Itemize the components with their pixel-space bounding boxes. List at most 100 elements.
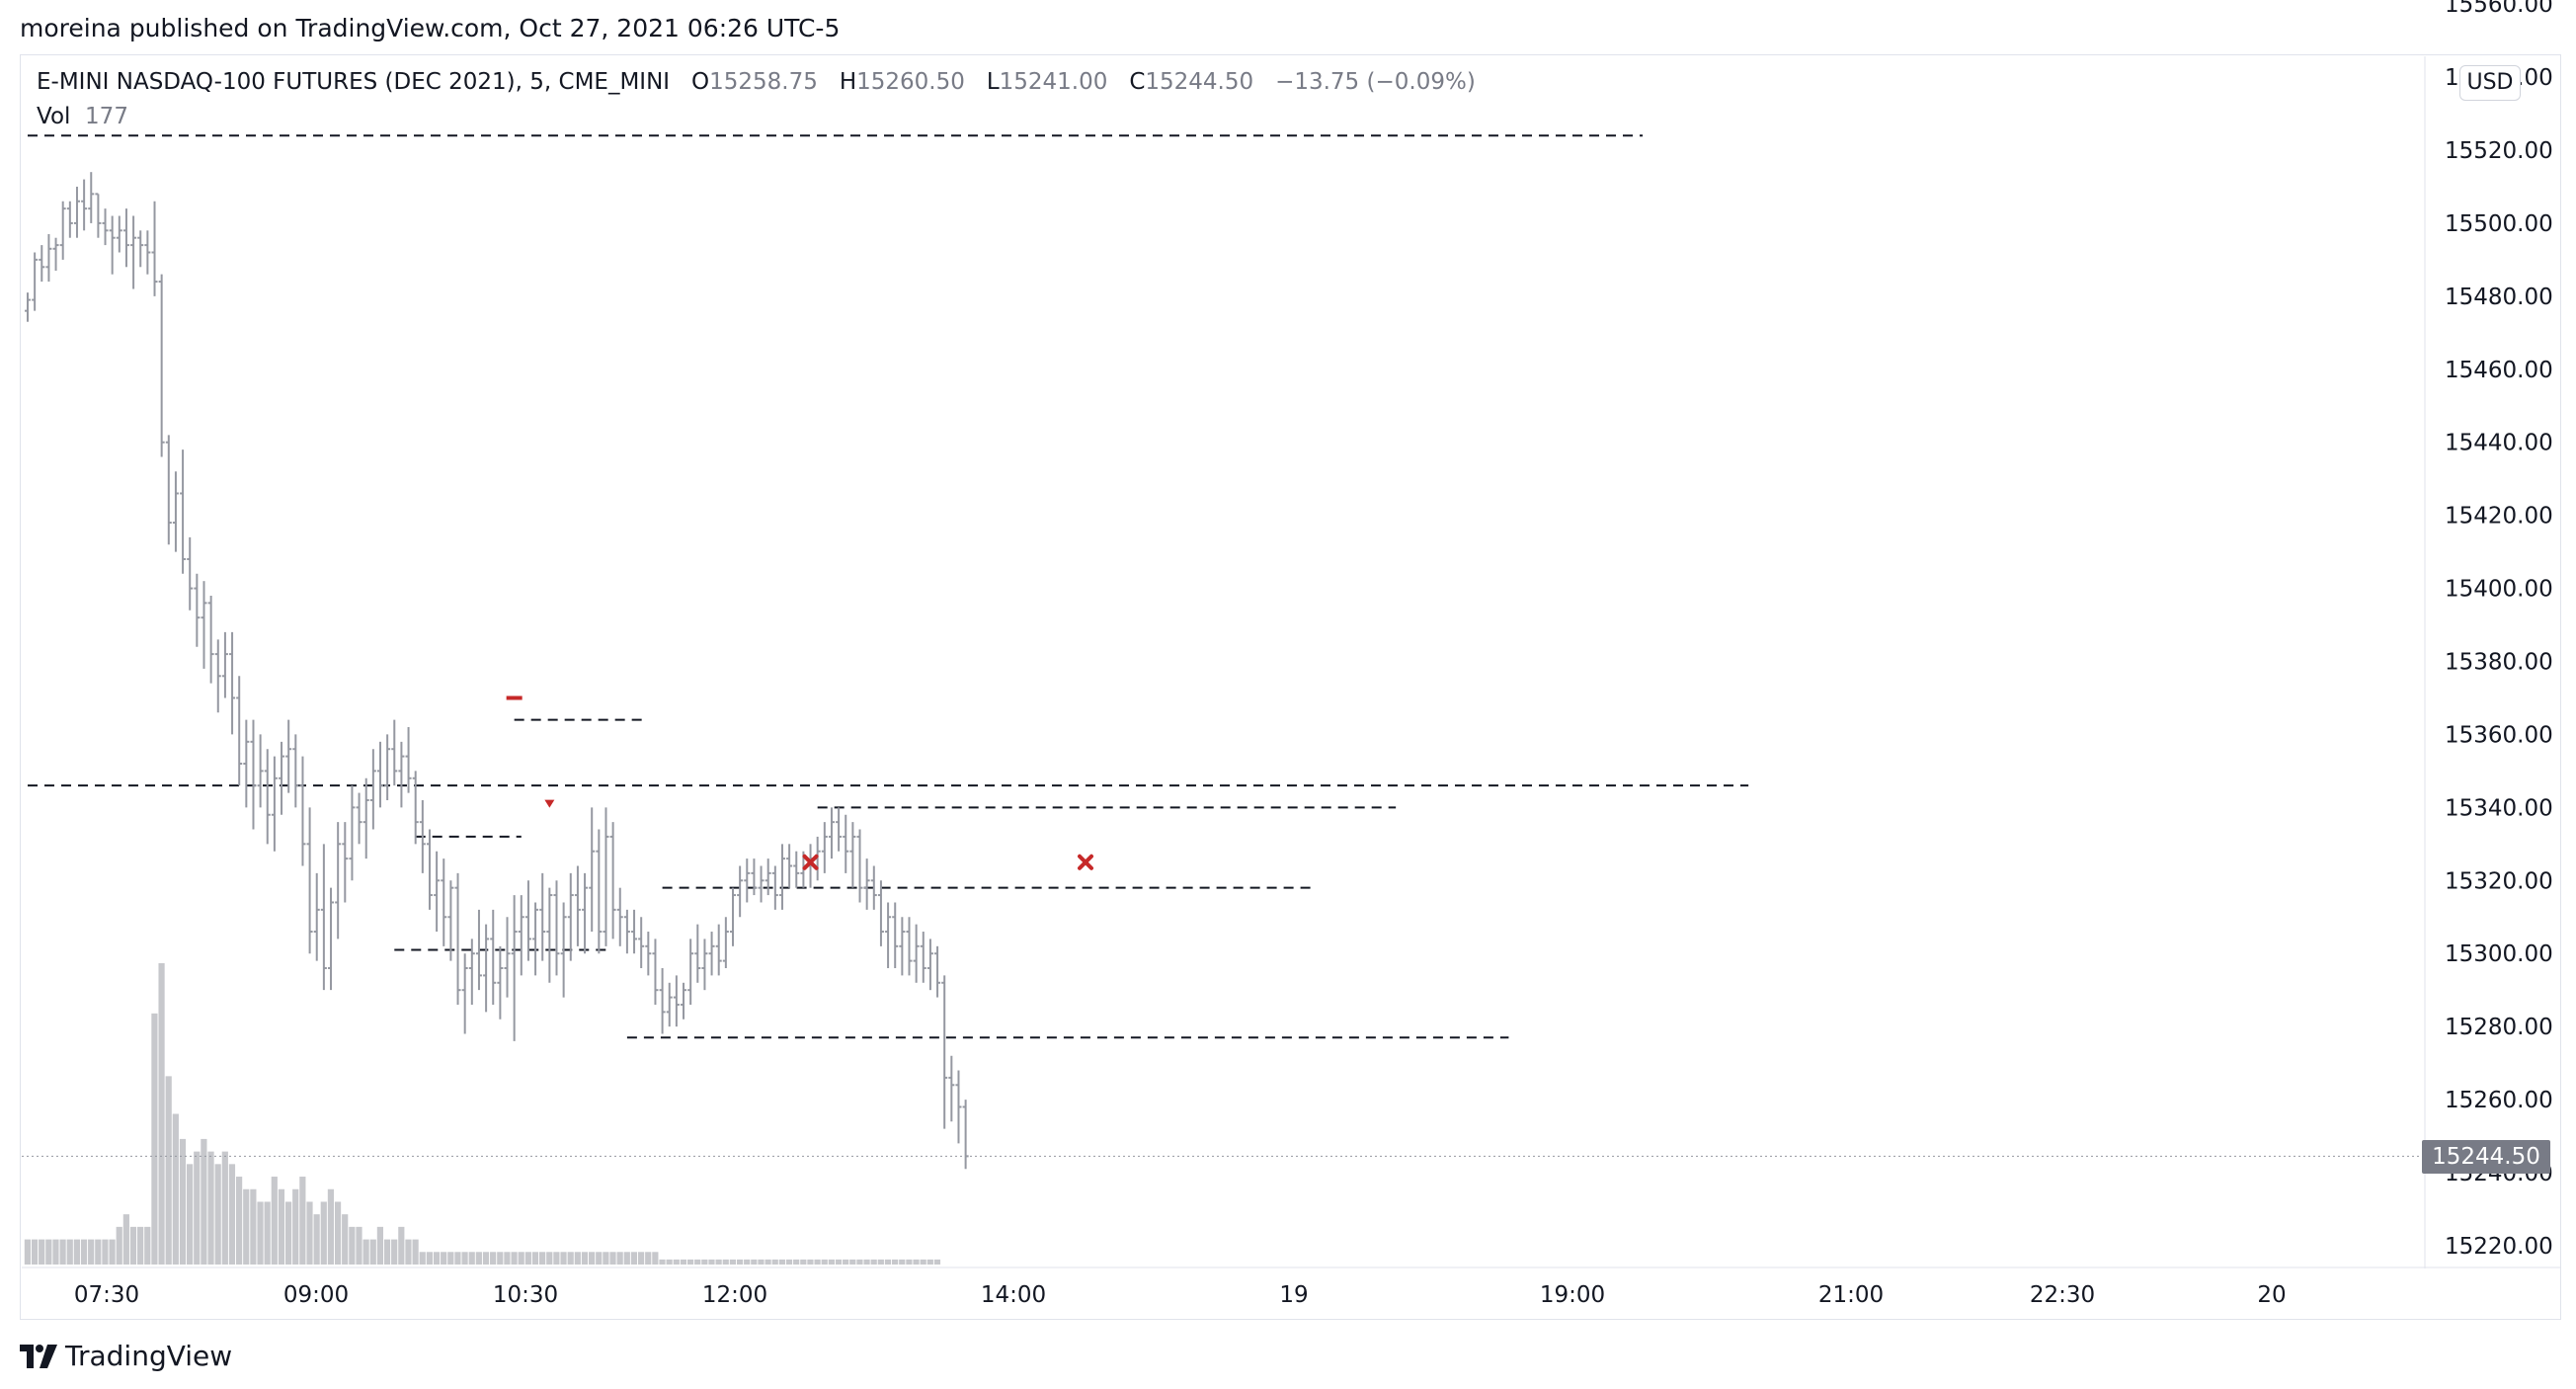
volume-bar <box>194 1151 201 1265</box>
volume-bar <box>524 1252 531 1265</box>
volume-bar <box>243 1188 250 1265</box>
ohlc-bar <box>511 895 518 1041</box>
close-value: 15244.50 <box>1145 69 1254 95</box>
volume-bar <box>821 1259 828 1265</box>
ohlc-bar <box>95 193 102 238</box>
ohlc-bar <box>165 435 172 545</box>
volume-bar <box>511 1252 518 1265</box>
ohlc-bar <box>39 245 45 283</box>
volume-bar <box>765 1259 771 1265</box>
volume-bar <box>45 1239 52 1265</box>
ohlc-bar <box>589 807 596 933</box>
price-tick-label: 15500.00 <box>2445 211 2553 237</box>
volume-bar <box>264 1201 271 1265</box>
volume-bar <box>66 1239 73 1265</box>
volume-bar <box>785 1259 793 1265</box>
ohlc-bar <box>384 734 391 800</box>
volume-bar <box>433 1252 441 1265</box>
ohlc-bar <box>934 945 941 998</box>
ohlc-bar <box>582 872 589 954</box>
volume-bar <box>102 1239 109 1265</box>
volume-bar <box>116 1226 122 1265</box>
volume-bar <box>673 1259 680 1265</box>
volume-bar <box>686 1259 694 1265</box>
volume-bar <box>250 1188 257 1265</box>
ohlc-bar <box>920 932 926 983</box>
volume-bar <box>581 1252 589 1265</box>
ohlc-bar <box>426 829 433 910</box>
volume-bar <box>603 1252 609 1265</box>
ohlc-bar <box>722 917 729 968</box>
ohlc-bar <box>666 982 673 1027</box>
ohlc-bar <box>151 201 158 296</box>
volume-bar <box>835 1259 843 1265</box>
volume-bar <box>95 1239 102 1265</box>
volume-bar <box>342 1214 349 1265</box>
volume-bar <box>863 1259 870 1265</box>
ohlc-bar <box>243 719 250 808</box>
ohlc-bar <box>122 208 129 268</box>
volume-bar <box>807 1259 814 1265</box>
volume-bar <box>158 963 165 1265</box>
volume-bar <box>383 1239 391 1265</box>
volume-bar <box>313 1214 320 1265</box>
volume-bar <box>652 1252 659 1265</box>
ohlc-bar <box>221 631 228 698</box>
ohlc-bar <box>560 902 567 998</box>
volume-bar <box>751 1259 758 1265</box>
price-tick-label: 15420.00 <box>2445 504 2553 530</box>
time-tick-label: 14:00 <box>981 1282 1046 1308</box>
volume-bar <box>877 1259 884 1265</box>
volume-bar <box>284 1201 292 1265</box>
ohlc-bar <box>32 252 39 311</box>
ohlc-bar <box>158 274 165 457</box>
volume-bar <box>814 1259 821 1265</box>
ohlc-bar <box>539 872 546 961</box>
volume-bar <box>567 1252 574 1265</box>
volume-bar <box>926 1259 933 1265</box>
ohlc-bar <box>59 201 66 260</box>
ohlc-bar <box>574 865 581 946</box>
ohlc-bar <box>913 924 920 983</box>
ohlc-bar <box>737 865 744 918</box>
ohlc-bar <box>701 939 708 991</box>
ohlc-bar <box>454 872 461 1005</box>
ohlc-bar <box>412 771 419 845</box>
volume-bar <box>899 1259 906 1265</box>
ohlc-bar <box>786 844 793 888</box>
currency-button[interactable]: USD <box>2459 65 2521 101</box>
price-tick-label: 15380.00 <box>2445 650 2553 676</box>
brand-footer[interactable]: TradingView <box>20 1340 232 1372</box>
ohlc-bar <box>207 595 214 684</box>
volume-bar <box>574 1252 581 1265</box>
ohlc-bar <box>391 719 398 786</box>
ohlc-bar <box>335 822 342 940</box>
ohlc-bar <box>652 939 659 1005</box>
symbol-title[interactable]: E-MINI NASDAQ-100 FUTURES (DEC 2021), 5,… <box>37 69 671 95</box>
volume-bar <box>906 1259 913 1265</box>
volume-bar <box>447 1252 454 1265</box>
chart-frame[interactable] <box>20 54 2561 1320</box>
ohlc-bar <box>758 865 765 903</box>
ohlc-bar <box>306 807 313 954</box>
arrow-down-marker <box>544 799 555 808</box>
ohlc-bar <box>906 917 913 976</box>
ohlc-bar <box>596 829 603 954</box>
ohlc-bar <box>292 734 299 808</box>
price-tick-label: 15480.00 <box>2445 285 2553 310</box>
volume-bar <box>828 1259 835 1265</box>
volume-bar <box>933 1259 941 1265</box>
volume-bar <box>172 1113 179 1265</box>
time-tick-label: 21:00 <box>1818 1282 1884 1308</box>
volume-bar <box>589 1252 596 1265</box>
volume-bar <box>59 1239 66 1265</box>
ohlc-bar <box>623 909 630 954</box>
volume-bar <box>701 1259 708 1265</box>
last-price-label: 15244.50 <box>2422 1140 2550 1174</box>
volume-key[interactable]: Vol <box>37 104 71 129</box>
volume-bar <box>334 1201 342 1265</box>
ohlc-bar <box>66 201 73 238</box>
volume-bar <box>80 1239 88 1265</box>
volume-bar <box>913 1259 920 1265</box>
